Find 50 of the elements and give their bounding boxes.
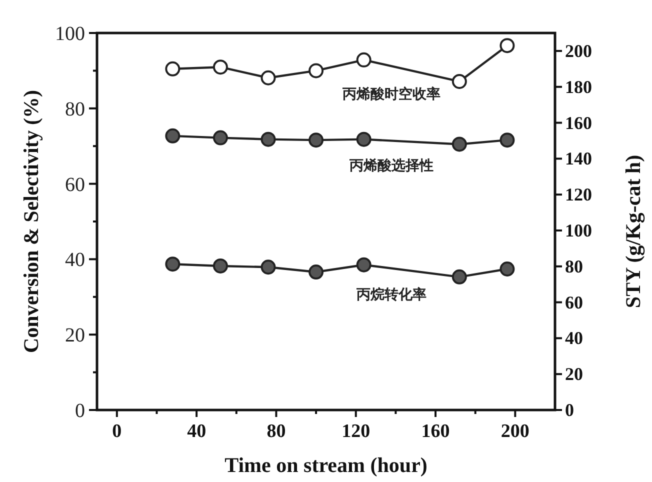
point — [452, 74, 467, 89]
y-tick-label: 60 — [65, 174, 85, 196]
point — [165, 128, 180, 144]
y-tick-label: 20 — [65, 324, 85, 347]
x-tick-label: 120 — [342, 421, 370, 442]
series-label: 丙烷转化率 — [356, 286, 427, 303]
point — [356, 52, 372, 68]
point — [260, 132, 276, 147]
point — [308, 63, 324, 78]
point — [212, 60, 228, 75]
series-label: 丙烯酸时空收率 — [342, 86, 441, 103]
x-axis-title: Time on stream (hour) — [224, 453, 428, 477]
point — [500, 132, 515, 148]
y2-tick-label: 60 — [565, 292, 583, 312]
y2-tick-label: 40 — [565, 328, 583, 348]
y2-axis-title: STY (g/Kg-cat h) — [621, 154, 645, 308]
point — [500, 38, 515, 54]
point — [260, 70, 276, 86]
y2-tick-label: 180 — [565, 76, 592, 97]
y-tick-label: 80 — [65, 98, 85, 120]
y2-tick-label: 120 — [565, 184, 592, 205]
y-tick-label: 100 — [55, 23, 85, 45]
x-tick-label: 200 — [500, 421, 530, 442]
point — [308, 264, 324, 280]
y2-tick-label: 0 — [565, 400, 574, 420]
point — [356, 132, 372, 147]
point — [500, 262, 515, 276]
y2-tick-label: 160 — [565, 112, 592, 133]
x-tick-label: 0 — [112, 421, 122, 442]
point — [165, 61, 180, 76]
point — [452, 136, 467, 152]
point — [260, 260, 276, 275]
series-label: 丙烯酸选择性 — [348, 158, 434, 174]
y2-tick-label: 100 — [565, 220, 592, 240]
point — [356, 257, 372, 272]
point — [165, 256, 180, 272]
y2-tick-label: 80 — [565, 256, 583, 276]
y-axis-title: Conversion & Selectivity (%) — [19, 90, 43, 354]
x-tick-label: 160 — [421, 421, 450, 442]
y2-tick-label: 20 — [565, 364, 583, 384]
point — [308, 132, 324, 148]
x-tick-label: 80 — [266, 421, 286, 442]
y-tick-label: 40 — [65, 249, 85, 272]
point — [212, 258, 228, 274]
x-tick-label: 40 — [187, 421, 206, 442]
y2-tick-label: 140 — [565, 148, 592, 169]
point — [452, 269, 467, 284]
y-tick-label: 0 — [75, 400, 85, 422]
y2-tick-label: 200 — [565, 40, 592, 61]
point — [212, 130, 228, 146]
